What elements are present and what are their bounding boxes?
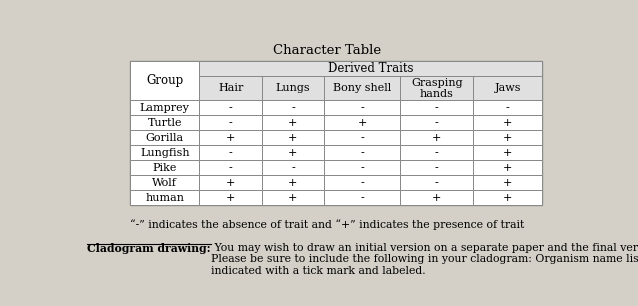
Bar xyxy=(200,130,262,145)
Bar xyxy=(200,115,262,130)
Bar xyxy=(130,145,200,160)
Text: +: + xyxy=(503,163,512,173)
Bar xyxy=(200,100,262,115)
Text: -: - xyxy=(360,133,364,143)
Text: Hair: Hair xyxy=(218,83,243,93)
Text: +: + xyxy=(503,178,512,188)
Bar xyxy=(200,145,262,160)
Text: -: - xyxy=(229,148,232,158)
Text: -: - xyxy=(435,148,439,158)
Bar xyxy=(262,100,324,115)
Bar xyxy=(473,160,542,175)
Text: +: + xyxy=(503,133,512,143)
Text: Wolf: Wolf xyxy=(152,178,177,188)
Text: +: + xyxy=(288,178,298,188)
Bar xyxy=(401,115,473,130)
Text: Pike: Pike xyxy=(152,163,177,173)
Text: Lamprey: Lamprey xyxy=(140,103,189,113)
Bar xyxy=(401,145,473,160)
Text: Jaws: Jaws xyxy=(494,83,521,93)
Text: -: - xyxy=(360,193,364,203)
Text: -: - xyxy=(291,103,295,113)
Bar xyxy=(324,130,401,145)
Bar xyxy=(130,175,200,190)
Text: +: + xyxy=(503,148,512,158)
Bar xyxy=(401,160,473,175)
Bar xyxy=(401,175,473,190)
Bar xyxy=(200,190,262,205)
Bar xyxy=(324,160,401,175)
Bar xyxy=(473,145,542,160)
Bar xyxy=(473,175,542,190)
Text: Lungfish: Lungfish xyxy=(140,148,189,158)
Bar xyxy=(324,100,401,115)
Text: Derived Traits: Derived Traits xyxy=(328,62,413,76)
Bar xyxy=(200,160,262,175)
Text: +: + xyxy=(288,148,298,158)
Bar xyxy=(130,100,200,115)
Text: +: + xyxy=(288,193,298,203)
Bar xyxy=(130,130,200,145)
Text: +: + xyxy=(226,193,235,203)
Text: +: + xyxy=(226,133,235,143)
Text: +: + xyxy=(503,193,512,203)
Bar xyxy=(130,160,200,175)
Bar xyxy=(401,100,473,115)
Text: -: - xyxy=(229,118,232,128)
Bar xyxy=(401,190,473,205)
Text: -: - xyxy=(360,103,364,113)
Bar xyxy=(324,145,401,160)
Bar xyxy=(324,190,401,205)
Text: -: - xyxy=(435,163,439,173)
Bar xyxy=(473,115,542,130)
Bar xyxy=(473,130,542,145)
Bar xyxy=(473,190,542,205)
Bar xyxy=(473,100,542,115)
Text: -: - xyxy=(435,118,439,128)
Text: -: - xyxy=(435,178,439,188)
Bar xyxy=(324,115,401,130)
Bar xyxy=(130,190,200,205)
Bar xyxy=(262,130,324,145)
Text: +: + xyxy=(432,133,441,143)
Text: +: + xyxy=(503,118,512,128)
Text: Turtle: Turtle xyxy=(147,118,182,128)
Bar xyxy=(200,175,262,190)
Text: -: - xyxy=(291,163,295,173)
Text: Cladogram drawing:: Cladogram drawing: xyxy=(87,243,211,254)
Text: Character Table: Character Table xyxy=(273,44,381,57)
Bar xyxy=(130,62,200,76)
Text: You may wish to draw an initial version on a separate paper and the final versio: You may wish to draw an initial version … xyxy=(211,243,638,276)
Text: Grasping
hands: Grasping hands xyxy=(411,77,463,99)
Text: Bony shell: Bony shell xyxy=(333,83,391,93)
Text: “-” indicates the absence of trait and “+” indicates the presence of trait: “-” indicates the absence of trait and “… xyxy=(130,219,524,230)
Text: +: + xyxy=(226,178,235,188)
Text: -: - xyxy=(229,163,232,173)
Text: -: - xyxy=(229,103,232,113)
Text: -: - xyxy=(360,178,364,188)
Bar xyxy=(200,62,542,76)
Text: +: + xyxy=(432,193,441,203)
Bar xyxy=(262,145,324,160)
Bar xyxy=(262,160,324,175)
Bar xyxy=(262,190,324,205)
Text: -: - xyxy=(435,103,439,113)
Text: +: + xyxy=(357,118,367,128)
Text: -: - xyxy=(360,148,364,158)
Text: Gorilla: Gorilla xyxy=(145,133,184,143)
Bar xyxy=(130,115,200,130)
Bar xyxy=(262,175,324,190)
Bar xyxy=(262,115,324,130)
Text: Group: Group xyxy=(146,74,183,88)
Text: human: human xyxy=(145,193,184,203)
Text: -: - xyxy=(506,103,510,113)
Text: +: + xyxy=(288,133,298,143)
Text: -: - xyxy=(360,163,364,173)
Text: Lungs: Lungs xyxy=(276,83,310,93)
Text: +: + xyxy=(288,118,298,128)
Bar xyxy=(324,175,401,190)
Bar xyxy=(401,130,473,145)
